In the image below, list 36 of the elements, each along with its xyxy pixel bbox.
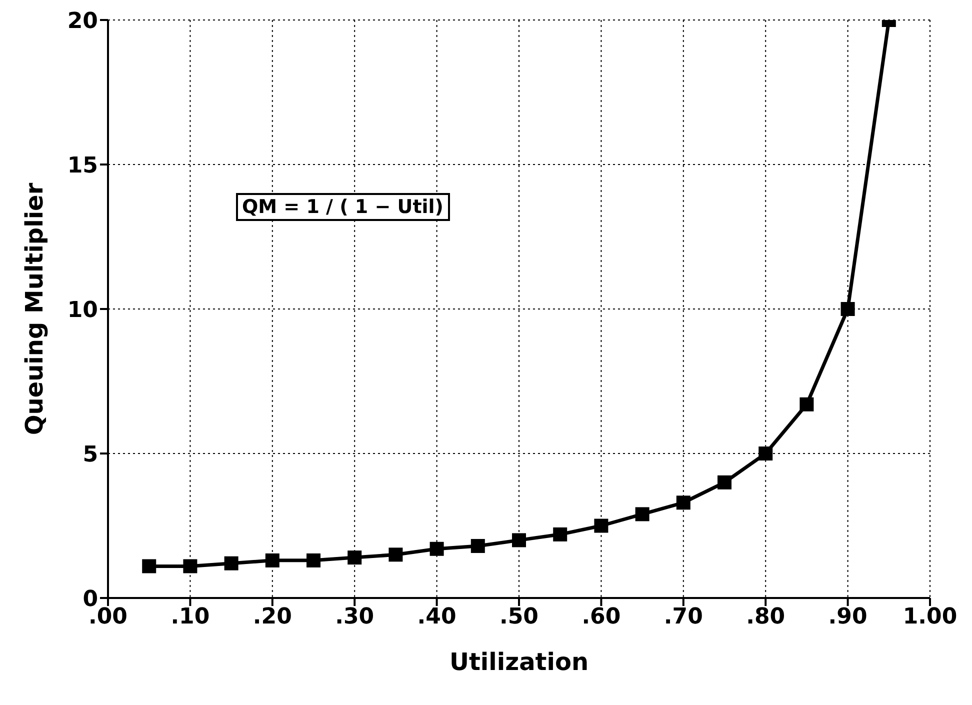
point [594,518,608,533]
point [348,550,362,565]
x-tick-label: .60 [582,604,621,630]
point [553,527,568,542]
point [758,446,773,460]
y-tick-label: 0 [82,586,98,612]
point [224,556,238,570]
y-tick-label: 5 [82,442,98,468]
point [635,507,650,522]
point [388,548,403,562]
x-tick-label: .70 [664,604,703,630]
x-tick-label: .20 [252,604,292,630]
point [306,553,320,568]
y-tick-label: 20 [67,8,98,34]
annotation: QM = 1 / ( 1 − Util) [236,193,450,221]
point [430,542,444,556]
x-tick-label: .90 [828,604,868,630]
x-tick-label: .40 [417,604,456,630]
point [840,302,855,316]
x-axis-title: Utilization [449,648,589,676]
point [142,559,156,574]
y-tick-label: 10 [67,298,98,323]
x-tick-label: .10 [170,604,210,630]
point [718,475,732,490]
point [265,553,280,568]
point [676,496,690,510]
y-axis-title: Queuing Multiplier [20,182,49,436]
x-tick-label: .50 [500,604,538,630]
point [183,559,198,574]
y-tick-label: 15 [67,153,98,178]
x-tick-label: 1.00 [902,604,958,630]
x-tick-label: .30 [335,604,374,630]
x-tick-label: .80 [746,604,786,630]
point [470,538,485,553]
point [800,397,814,412]
point [512,533,526,548]
